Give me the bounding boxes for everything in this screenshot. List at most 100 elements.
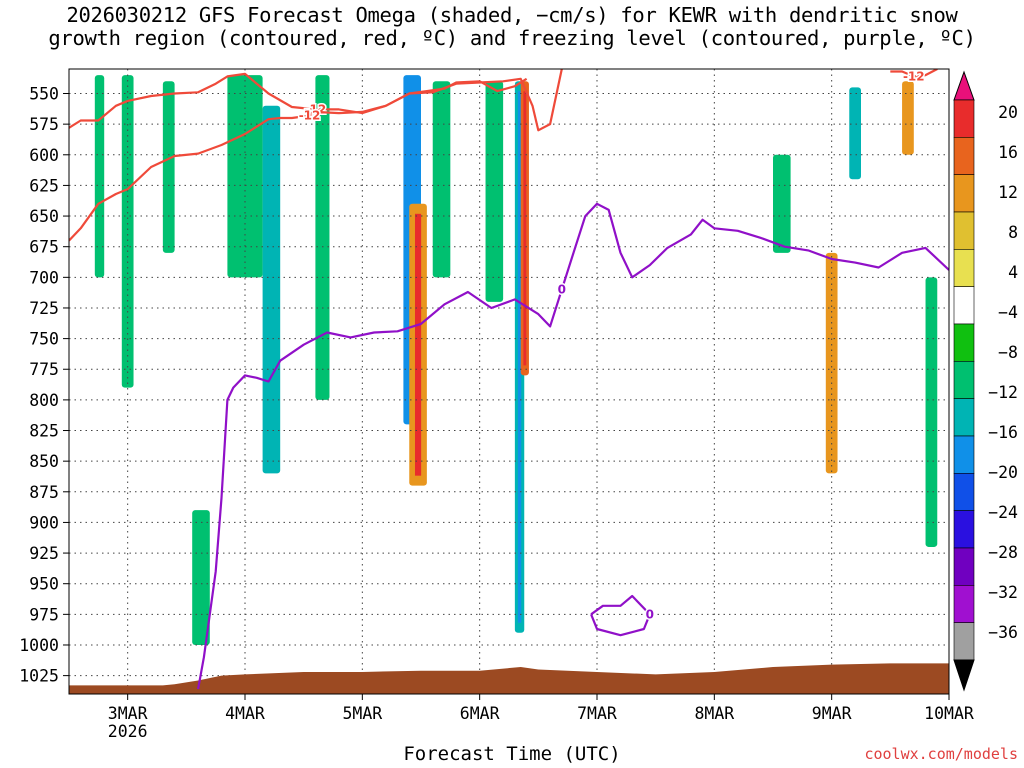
omega-region (162, 81, 175, 253)
y-tick-label: 600 (29, 146, 59, 165)
y-tick-label: 750 (29, 330, 59, 349)
colorbar: 20 16 12 8 4 −4 −8 −12 −16 −20 −24 −28 −32 −36 (953, 70, 1018, 692)
x-tick-label: 4MAR (225, 704, 265, 723)
omega-shading (94, 75, 938, 645)
y-tick-label: 850 (29, 452, 59, 471)
colorbar-swatch (953, 435, 975, 474)
colorbar-swatch (953, 547, 975, 586)
y-tick-label: 800 (29, 391, 59, 410)
y-tick-label: 775 (29, 360, 59, 379)
y-tick-label: 1000 (19, 636, 59, 655)
y-tick-label: 550 (29, 85, 59, 104)
grid-lines (69, 69, 949, 694)
omega-core (523, 91, 527, 366)
colorbar-label: 20 (998, 103, 1018, 122)
x-tick-label: 7MAR (577, 704, 617, 723)
colorbar-label: −24 (988, 503, 1018, 522)
y-tick-label: 1025 (19, 667, 59, 686)
contour-line (590, 594, 651, 637)
colorbar-swatch (953, 249, 975, 287)
contour-label: -12 (903, 69, 925, 83)
x-tick-label: 8MAR (694, 704, 734, 723)
colorbar-label: −4 (998, 303, 1018, 322)
y-axis: 550 575 600 625 650 675 700 725 750 775 800 825 850 8… (19, 85, 69, 686)
y-tick-label: 575 (29, 115, 59, 134)
colorbar-swatch (953, 585, 975, 623)
credit-text: coolwx.com/models (864, 745, 1018, 763)
y-tick-label: 825 (29, 422, 59, 441)
contour-label: 0 (558, 283, 566, 297)
colorbar-swatch (953, 473, 975, 511)
colorbar-swatch (953, 99, 975, 138)
colorbar-swatch (953, 323, 975, 362)
omega-core (517, 91, 522, 623)
terrain-polygon (69, 663, 949, 694)
y-tick-label: 650 (29, 207, 59, 226)
omega-region (315, 75, 330, 400)
omega-region (773, 154, 791, 253)
colorbar-label: −8 (998, 343, 1018, 362)
title-line-2: growth region (contoured, red, ºC) and f… (48, 26, 976, 50)
x-tick-label: 10MAR (924, 704, 974, 723)
colorbar-label: 4 (1008, 263, 1018, 282)
colorbar-top-arrow (953, 70, 975, 101)
omega-region (925, 277, 938, 547)
x-tick-label: 6MAR (460, 704, 500, 723)
colorbar-swatch (953, 174, 975, 213)
omega-region (262, 105, 281, 474)
colorbar-swatch (953, 510, 975, 549)
omega-core (414, 213, 422, 476)
colorbar-label: −20 (988, 463, 1018, 482)
colorbar-swatch (953, 622, 975, 661)
y-tick-label: 975 (29, 605, 59, 624)
x-tick-label: 5MAR (342, 704, 382, 723)
omega-region (825, 252, 838, 474)
plot-background (69, 69, 949, 694)
x-axis-title: Forecast Time (UTC) (403, 743, 621, 765)
y-tick-label: 675 (29, 238, 59, 257)
colorbar-swatch (953, 361, 975, 399)
colorbar-swatch (953, 286, 975, 325)
x-tick-sublabel: 2026 (108, 722, 148, 741)
colorbar-label: −12 (988, 383, 1018, 402)
y-tick-label: 700 (29, 268, 59, 287)
omega-region (192, 510, 210, 645)
contour-label: -12 (299, 109, 321, 123)
contour-line (890, 69, 938, 78)
omega-region (902, 81, 914, 155)
contour-label: 0 (646, 607, 654, 621)
title-line-1: 2026030212 GFS Forecast Omega (shaded, −… (66, 3, 958, 27)
colorbar-swatch (953, 211, 975, 250)
omega-region (94, 75, 105, 278)
colorbar-label: 12 (998, 183, 1018, 202)
x-tick-label: 3MAR (108, 704, 148, 723)
contour-line (69, 69, 563, 132)
y-tick-label: 900 (29, 513, 59, 532)
y-tick-label: 875 (29, 483, 59, 502)
colorbar-label: 8 (1008, 223, 1018, 242)
colorbar-label: 16 (998, 143, 1018, 162)
y-tick-label: 725 (29, 299, 59, 318)
omega-region (485, 81, 504, 302)
x-tick-label: 9MAR (812, 704, 852, 723)
colorbar-swatch (953, 137, 975, 175)
omega-region (121, 75, 134, 388)
terrain-layer (69, 663, 949, 694)
chart-title: 2026030212 GFS Forecast Omega (shaded, −… (0, 4, 1024, 50)
colorbar-swatch (953, 398, 975, 437)
y-tick-label: 625 (29, 176, 59, 195)
contour-line (69, 77, 528, 242)
plot-frame (68, 68, 950, 695)
y-tick-label: 950 (29, 575, 59, 594)
y-tick-label: 925 (29, 544, 59, 563)
omega-region (432, 81, 451, 278)
colorbar-bottom-arrow (953, 659, 975, 692)
contour-line (197, 202, 949, 690)
omega-region (849, 87, 861, 180)
colorbar-label: −32 (988, 583, 1018, 602)
omega-region (227, 75, 263, 278)
colorbar-label: −28 (988, 543, 1018, 562)
